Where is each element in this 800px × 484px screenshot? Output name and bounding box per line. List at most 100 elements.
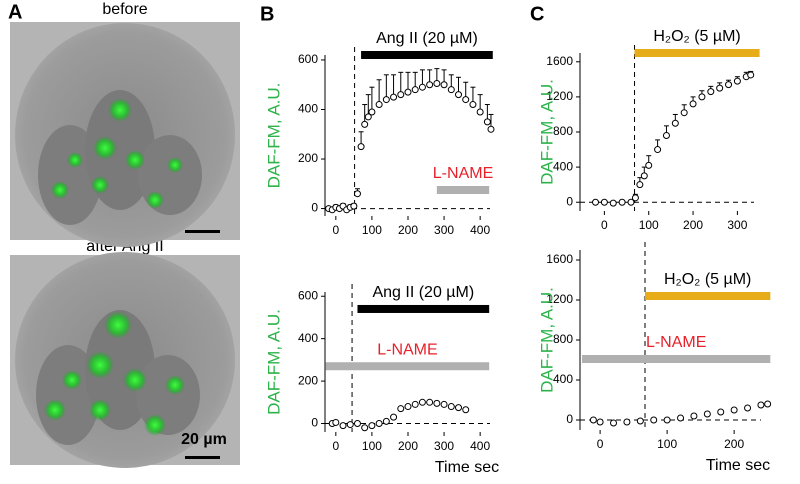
data-point [375,101,383,109]
data-point [662,132,670,140]
data-point [487,125,495,133]
x-tick-label: 100 [657,437,677,451]
data-point [382,96,390,104]
data-point [589,416,597,424]
y-tick-label: 1200 [546,292,573,306]
x-tick-label: 100 [639,218,659,232]
data-point [690,412,698,420]
x-tick-label: 400 [470,223,490,237]
data-point [698,93,706,101]
y-tick-label: 600 [298,288,318,302]
y-axis-label: DAF-FM, A.U. [537,79,556,185]
data-point [390,93,398,101]
y-axis-label: DAF-FM, A.U. [537,287,556,393]
data-point [462,406,470,414]
data-point [382,417,390,425]
treatment-label: L-NAME [377,341,437,358]
image-caption: before [102,1,147,18]
data-point [609,199,617,207]
data-point [397,91,405,99]
panel-label: B [260,3,274,25]
data-point [717,408,725,416]
data-point [462,96,470,104]
y-tick-label: 1600 [546,54,573,68]
data-point [744,404,752,412]
treatment-label: H₂O₂ (5 µM) [664,271,751,288]
data-point [725,81,733,89]
x-tick-label: 300 [434,223,454,237]
data-point [645,161,653,169]
treatment-label: L-NAME [646,334,706,351]
data-point [592,198,600,206]
data-point [368,422,376,430]
y-tick-label: 200 [298,151,318,165]
x-tick-label: 0 [332,223,339,237]
data-point [483,118,491,126]
data-point [476,108,484,116]
data-point [440,81,448,89]
panel-label: A [8,1,22,23]
data-point [757,401,765,409]
data-point [440,400,448,408]
data-point [680,109,688,117]
treatment-label: Ang II (20 µM) [376,30,478,47]
data-point [353,420,361,428]
treatment-bar [645,292,771,300]
data-point [426,81,434,89]
y-tick-label: 1600 [546,252,573,266]
micrograph [10,252,240,468]
treatment-label: Ang II (20 µM) [372,284,474,301]
micrograph [10,22,240,247]
data-point [411,400,419,408]
data-point [671,119,679,127]
data-point [600,198,608,206]
data-point [418,83,426,91]
data-point [433,399,441,407]
data-point [703,410,711,418]
data-point [640,172,648,180]
treatment-bar [357,304,490,313]
treatment-bar [325,362,490,371]
data-point [469,101,477,109]
data-point [455,404,463,412]
data-point [397,405,405,413]
data-point [636,181,644,189]
data-point [650,416,658,424]
treatment-bar [582,355,771,363]
data-point [623,418,631,426]
y-tick-label: 0 [566,194,573,208]
y-tick-label: 0 [311,416,318,430]
x-tick-label: 100 [362,223,382,237]
data-point [404,403,412,411]
treatment-bar [361,51,493,59]
data-point [747,71,755,79]
y-tick-label: 800 [553,332,573,346]
y-tick-label: 1200 [546,89,573,103]
data-point [707,88,715,96]
data-point [663,416,671,424]
data-point [357,143,365,151]
data-point [375,420,383,428]
data-point [361,120,369,128]
data-point [677,414,685,422]
data-point [353,190,361,198]
data-point [618,198,626,206]
data-point [733,77,741,85]
y-axis-label: DAF-FM, A.U. [264,309,283,415]
x-tick-label: 300 [434,439,454,453]
treatment-bar [436,185,490,194]
x-axis-label: Time sec [435,459,499,476]
data-point [764,400,772,408]
treatment-bar [634,49,760,57]
x-tick-label: 0 [601,218,608,232]
x-tick-label: 200 [683,218,703,232]
x-tick-label: 200 [398,223,418,237]
data-point [404,88,412,96]
data-point [368,108,376,116]
data-point [627,198,635,206]
y-tick-label: 400 [298,102,318,116]
y-tick-label: 400 [553,372,573,386]
y-axis-label: DAF-FM, A.U. [264,83,283,189]
y-tick-label: 0 [311,201,318,215]
treatment-label: L-NAME [433,165,493,182]
